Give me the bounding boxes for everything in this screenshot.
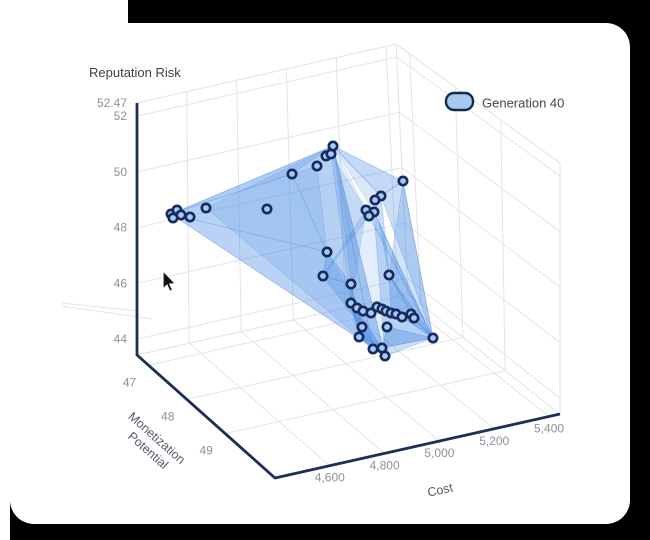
data-point[interactable] xyxy=(379,350,391,362)
data-point[interactable] xyxy=(363,210,375,222)
mesh-face[interactable] xyxy=(388,274,434,339)
z-axis-tick-label: 50 xyxy=(114,165,128,179)
z-axis-tick-label: 52.47 xyxy=(97,96,127,110)
data-point[interactable] xyxy=(408,312,420,324)
z-axis-tick-label: 52 xyxy=(114,109,128,123)
data-point[interactable] xyxy=(286,168,298,180)
data-point[interactable] xyxy=(369,194,381,206)
data-point[interactable] xyxy=(345,278,357,290)
grid-line-z xyxy=(136,56,397,117)
z-axis-tick-label: 48 xyxy=(114,221,128,235)
grid-line-cost xyxy=(397,295,550,417)
x-axis-title: Cost xyxy=(426,480,455,499)
grid-line-z xyxy=(404,222,561,344)
grid-line-monetization xyxy=(500,120,506,371)
cost-axis-tick-label: 5,200 xyxy=(479,434,509,448)
data-point[interactable] xyxy=(261,203,273,215)
mesh-face[interactable] xyxy=(381,326,434,349)
mesh-face[interactable] xyxy=(332,145,404,197)
z-axis-title: Reputation Risk xyxy=(89,65,181,80)
monetization-axis-tick-label: 47 xyxy=(123,375,137,389)
mesh-face[interactable] xyxy=(170,145,386,357)
mesh-face[interactable] xyxy=(169,173,328,253)
data-point[interactable] xyxy=(327,140,339,152)
box-edge xyxy=(395,43,561,164)
z-axis-tick-label: 46 xyxy=(114,276,128,290)
mesh-layer[interactable] xyxy=(169,145,434,357)
box-edge xyxy=(407,293,561,415)
mesh-face[interactable] xyxy=(388,180,434,339)
legend-marker-pill[interactable] xyxy=(444,91,475,112)
scatter-points-layer[interactable] xyxy=(165,140,439,362)
grid-line-z xyxy=(406,277,561,399)
box-edge xyxy=(136,293,409,356)
mesh-face[interactable] xyxy=(332,145,434,350)
grid-line-monetization xyxy=(409,53,422,305)
legend-item-generation-40[interactable]: Generation 40 xyxy=(444,91,564,112)
stray-line xyxy=(61,302,138,312)
data-point[interactable] xyxy=(200,202,212,214)
data-point[interactable] xyxy=(321,246,333,258)
box-edge xyxy=(136,43,397,104)
data-point[interactable] xyxy=(311,160,323,172)
grid-line-z xyxy=(136,277,408,340)
mesh-face[interactable] xyxy=(291,165,328,253)
z-axis-tick-label: 44 xyxy=(114,332,128,346)
cost-axis-tick-label: 4,600 xyxy=(315,471,345,485)
monetization-axis-tick-label: 49 xyxy=(199,444,213,458)
mouse-cursor-icon xyxy=(162,269,177,293)
grid-line-cost xyxy=(188,342,331,467)
monetization-axis-tick-label: 48 xyxy=(161,409,175,423)
box-edge xyxy=(395,43,409,295)
grid-line-monetization xyxy=(225,370,506,435)
data-point[interactable] xyxy=(367,343,379,355)
grid-line-z xyxy=(398,111,561,232)
grid-layer xyxy=(61,43,561,467)
data-point[interactable] xyxy=(383,269,395,281)
data-point[interactable] xyxy=(317,270,329,282)
data-point[interactable] xyxy=(175,209,187,221)
grid-line-z xyxy=(136,111,400,173)
mesh-face[interactable] xyxy=(170,145,334,215)
axis-lines xyxy=(135,103,561,480)
grid-line-z xyxy=(401,167,561,288)
grid-line-z xyxy=(136,222,405,284)
mesh-face[interactable] xyxy=(330,153,367,304)
mesh-face[interactable] xyxy=(205,145,374,350)
grid-line-cost xyxy=(335,57,346,309)
cost-axis-tick-label: 4,800 xyxy=(370,458,400,472)
data-point[interactable] xyxy=(397,175,409,187)
grid-line-monetization xyxy=(186,336,463,400)
grid-line-cost xyxy=(240,331,385,454)
grid-line-cost xyxy=(293,319,440,442)
grid-line-monetization xyxy=(454,86,464,338)
data-point[interactable] xyxy=(353,331,365,343)
grid-line-cost xyxy=(345,307,495,430)
data-point[interactable] xyxy=(184,211,196,223)
mesh-face[interactable] xyxy=(380,180,434,339)
y-axis-title: Monetization Potential xyxy=(116,409,191,480)
data-point[interactable] xyxy=(356,321,368,333)
axes-layer xyxy=(135,103,561,480)
data-point[interactable] xyxy=(365,307,377,319)
data-point[interactable] xyxy=(396,311,408,323)
legend-label: Generation 40 xyxy=(482,96,564,111)
mesh-face[interactable] xyxy=(322,251,352,285)
grid-line-cost xyxy=(385,46,399,297)
grid-line-cost xyxy=(285,68,294,320)
grid-line-z xyxy=(396,56,561,177)
cost-axis-tick-label: 5,000 xyxy=(424,446,454,460)
data-point[interactable] xyxy=(427,332,439,344)
grid-line-cost xyxy=(236,80,242,332)
y-axis-title-group: Monetization Potential xyxy=(116,409,191,480)
data-point[interactable] xyxy=(381,321,393,333)
cost-axis-tick-label: 5,400 xyxy=(534,421,564,435)
